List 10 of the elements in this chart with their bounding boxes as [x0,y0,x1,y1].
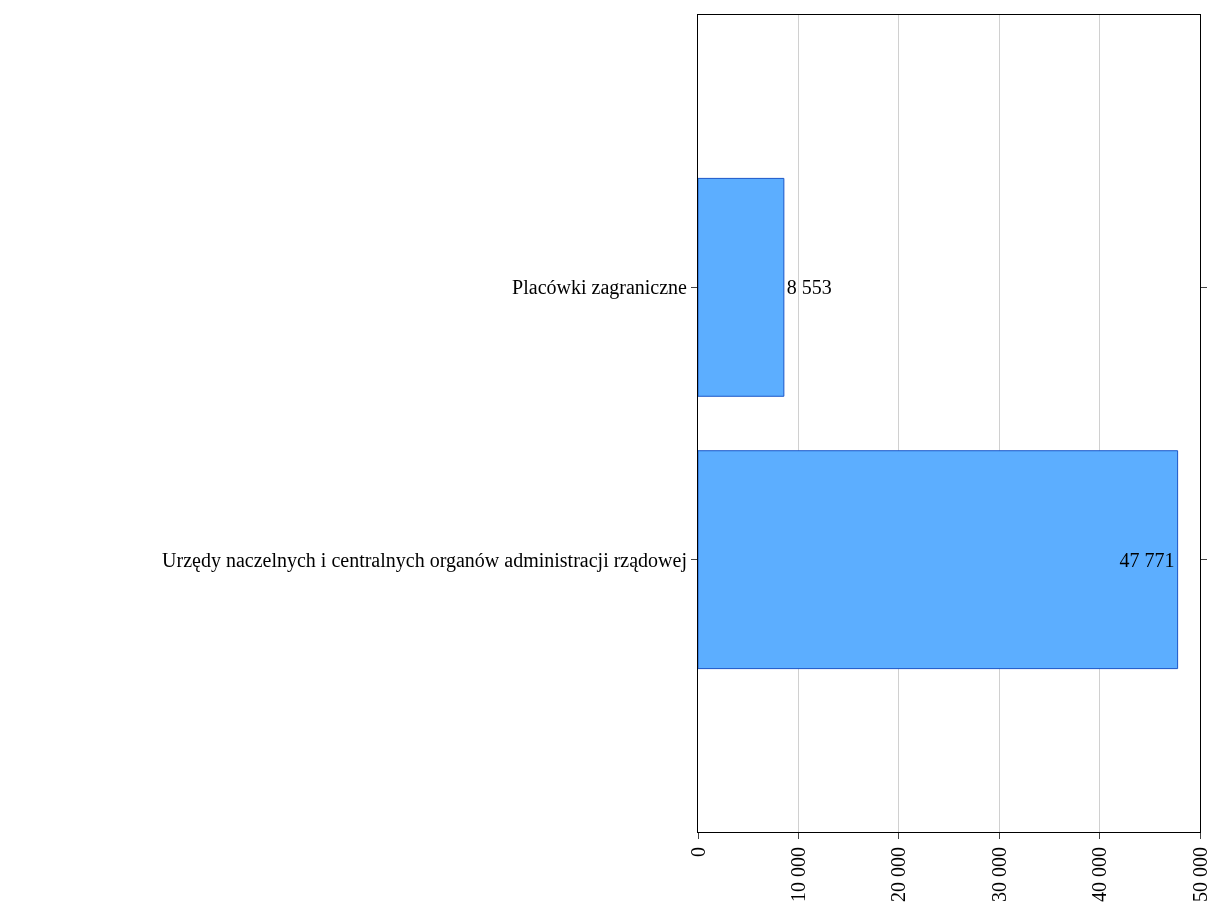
x-tick-label: 0 [686,847,709,857]
x-tick-label: 50 000 [1188,847,1211,902]
x-tick-label: 20 000 [887,847,910,902]
data-label: 47 771 [1119,548,1175,571]
x-tick-label: 10 000 [786,847,809,902]
x-tick-label: 40 000 [1088,847,1111,902]
y-tick-label: Placówki zagraniczne [512,276,688,300]
x-tick-label: 30 000 [987,847,1010,902]
y-tick-label: Urzędy naczelnych i centralnych organów administracji rządowej [162,548,687,572]
data-label: 8 553 [786,276,832,299]
